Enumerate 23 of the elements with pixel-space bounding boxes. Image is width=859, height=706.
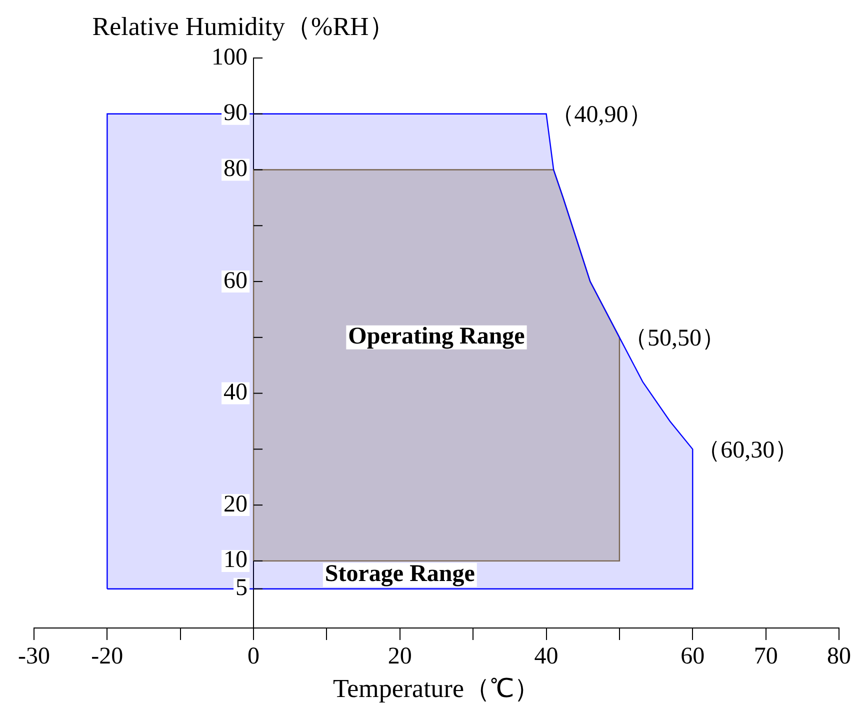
x-tick-label: -20 xyxy=(91,644,124,670)
x-tick-label: 40 xyxy=(534,644,558,670)
x-tick-label: 20 xyxy=(388,644,412,670)
x-tick-label: 70 xyxy=(754,644,778,670)
y-tick-label: 80 xyxy=(224,156,248,182)
y-tick-label: 100 xyxy=(212,44,248,70)
y-tick-label: 40 xyxy=(224,380,248,406)
x-tick-label: 0 xyxy=(248,644,260,670)
x-tick-label: 80 xyxy=(827,644,851,670)
y-tick-label: 10 xyxy=(224,547,248,574)
y-tick-label: 90 xyxy=(224,100,248,126)
y-tick-label: 20 xyxy=(224,491,248,518)
annotation: （60,30） xyxy=(696,437,799,464)
x-tick-label: -30 xyxy=(18,644,50,670)
annotation: （40,90） xyxy=(550,102,652,128)
x-axis-title: Temperature（℃） xyxy=(333,674,540,704)
y-tick-label: 60 xyxy=(224,268,248,294)
y-axis-title: Relative Humidity（%RH） xyxy=(92,12,395,41)
x-tick-label: 60 xyxy=(680,644,705,670)
series-label: Storage Range xyxy=(324,561,476,588)
series-label: Operating Range xyxy=(348,324,526,350)
annotation: （50,50） xyxy=(623,326,726,352)
y-tick-label: 5 xyxy=(236,575,248,602)
